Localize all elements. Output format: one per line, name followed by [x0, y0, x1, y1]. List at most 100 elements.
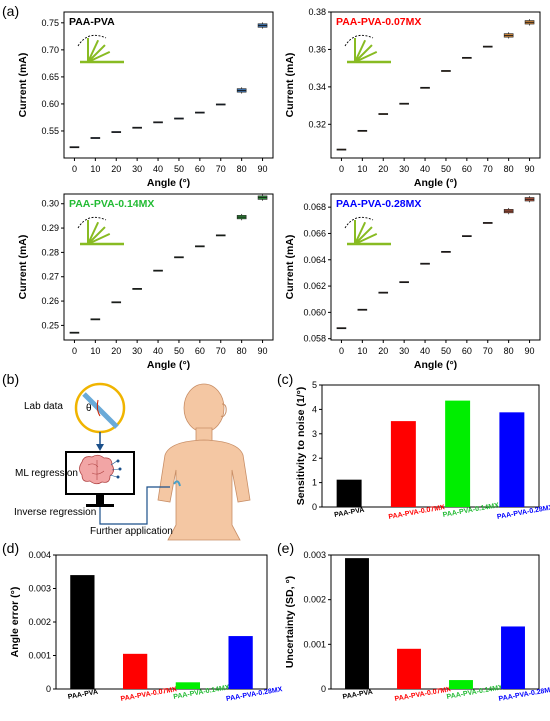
inset-strip — [354, 39, 367, 63]
x-tick-label: 70 — [216, 164, 226, 174]
x-tick-label: 40 — [153, 164, 163, 174]
x-tick-label: 50 — [174, 164, 184, 174]
lab-data-label: Lab data — [24, 401, 63, 412]
y-tick-label: 0.29 — [41, 223, 59, 233]
x-tick-label: 90 — [258, 164, 268, 174]
y-axis-label: Current (mA) — [17, 235, 29, 300]
chart-title: PAA-PVA — [69, 16, 115, 28]
x-tick-label: 40 — [153, 346, 163, 356]
bar-3 — [175, 682, 201, 689]
x-tick-label: 10 — [90, 164, 100, 174]
y-tick-label: 0.064 — [303, 255, 326, 265]
chart-title: PAA-PVA-0.14MX — [69, 198, 154, 210]
x-tick-label: 30 — [399, 346, 409, 356]
sensor-strip — [82, 392, 119, 429]
y-tick-label: 2 — [312, 453, 317, 463]
arrow-down-head — [96, 444, 104, 451]
y-tick-label: 0.28 — [41, 247, 59, 257]
y-tick-label: 0.003 — [28, 584, 51, 594]
bar-3 — [449, 680, 473, 689]
y-tick-label: 0.060 — [303, 307, 326, 317]
x-tick-label: 80 — [237, 346, 247, 356]
panel-label-b: (b) — [2, 371, 19, 387]
y-tick-label: 0.002 — [303, 595, 326, 605]
plot-frame — [330, 193, 541, 341]
x-tick-label: 60 — [462, 346, 472, 356]
box-chart-3: 0.25 0.26 0.27 0.28 0.29 0.30 0 10 20 30 40 50 60 70 8… — [17, 193, 274, 371]
y-tick-label: 0.26 — [41, 296, 59, 306]
x-tick-label: 30 — [399, 164, 409, 174]
x-tick-label: 90 — [258, 346, 268, 356]
y-tick-label: 0.65 — [41, 72, 59, 82]
x-tick-label: 0 — [339, 346, 344, 356]
x-tick-label: 80 — [504, 346, 514, 356]
x-tick-label: 50 — [441, 164, 451, 174]
y-tick-label: 0.60 — [41, 99, 59, 109]
bar-2 — [390, 421, 416, 507]
y-axis-label: Current (mA) — [17, 53, 29, 118]
box-charts: 0.55 0.60 0.65 0.70 0.75 0 10 20 30 40 50 60 70 80 90 A… — [17, 7, 541, 371]
bar-1 — [70, 575, 95, 689]
x-tick-label: 0 — [72, 346, 77, 356]
x-tick-label: 70 — [483, 346, 493, 356]
y-tick-label: 0.32 — [308, 119, 326, 129]
human-ear — [220, 403, 227, 417]
y-tick-label: 0.062 — [303, 281, 326, 291]
inset-strip — [354, 221, 367, 245]
x-axis-label: Angle (°) — [147, 359, 190, 371]
bending-angle-inset-icon — [77, 216, 124, 246]
category-label: PAA-PVA — [67, 689, 98, 701]
y-tick-label: 3 — [312, 429, 317, 439]
panel-label-e: (e) — [277, 540, 294, 556]
x-tick-label: 40 — [420, 164, 430, 174]
bending-angle-inset-icon — [344, 34, 391, 64]
x-tick-label: 50 — [174, 346, 184, 356]
bar-4 — [499, 412, 525, 507]
monitor-base — [86, 504, 114, 507]
x-tick-label: 10 — [357, 346, 367, 356]
y-tick-label: 0 — [321, 684, 326, 694]
y-tick-label: 0 — [312, 502, 317, 512]
bar-chart-2: 0 0.001 0.002 0.003 0.004 Angle error (°) PAA-… — [9, 550, 283, 703]
plot-frame — [330, 554, 540, 690]
y-axis-label: Sensitivity to noise (1/°) — [295, 387, 307, 506]
y-tick-label: 0.066 — [303, 228, 326, 238]
plot-frame — [330, 11, 541, 159]
y-tick-label: 0.27 — [41, 272, 59, 282]
x-tick-label: 50 — [441, 346, 451, 356]
x-tick-label: 40 — [420, 346, 430, 356]
inset-strip — [87, 50, 111, 63]
y-tick-label: 0.001 — [303, 639, 326, 649]
angle-arc — [96, 399, 101, 417]
x-axis-label: Angle (°) — [147, 177, 190, 189]
inset-strip — [354, 232, 378, 245]
y-tick-label: 0.70 — [41, 45, 59, 55]
category-label: PAA-PVA — [342, 689, 373, 701]
inset-strip — [87, 39, 100, 63]
inset-strip — [354, 44, 373, 63]
connector-line — [99, 486, 170, 525]
bar-1 — [336, 479, 362, 507]
x-tick-label: 90 — [525, 164, 535, 174]
further-application-label: Further application — [90, 526, 173, 537]
bending-angle-inset-icon — [77, 34, 124, 64]
bar-chart-3: 0 0.001 0.002 0.003 Uncertainty (SD, °) PAA-P… — [284, 550, 550, 703]
y-tick-label: 1 — [312, 478, 317, 488]
x-tick-label: 60 — [195, 164, 205, 174]
bar-2 — [122, 653, 148, 689]
x-tick-label: 20 — [378, 346, 388, 356]
x-tick-label: 20 — [378, 164, 388, 174]
inset-strip — [87, 221, 100, 245]
bar-1 — [345, 558, 369, 689]
y-tick-label: 5 — [312, 380, 317, 390]
box-chart-1: 0.55 0.60 0.65 0.70 0.75 0 10 20 30 40 50 60 70 80 90 A… — [17, 11, 274, 189]
x-tick-label: 10 — [90, 346, 100, 356]
y-tick-label: 0.058 — [303, 334, 326, 344]
panel-label-d: (d) — [2, 540, 19, 556]
y-tick-label: 0 — [46, 684, 51, 694]
inset-strip — [87, 44, 106, 63]
brain-icon — [79, 454, 122, 485]
y-axis-label: Current (mA) — [284, 53, 296, 118]
